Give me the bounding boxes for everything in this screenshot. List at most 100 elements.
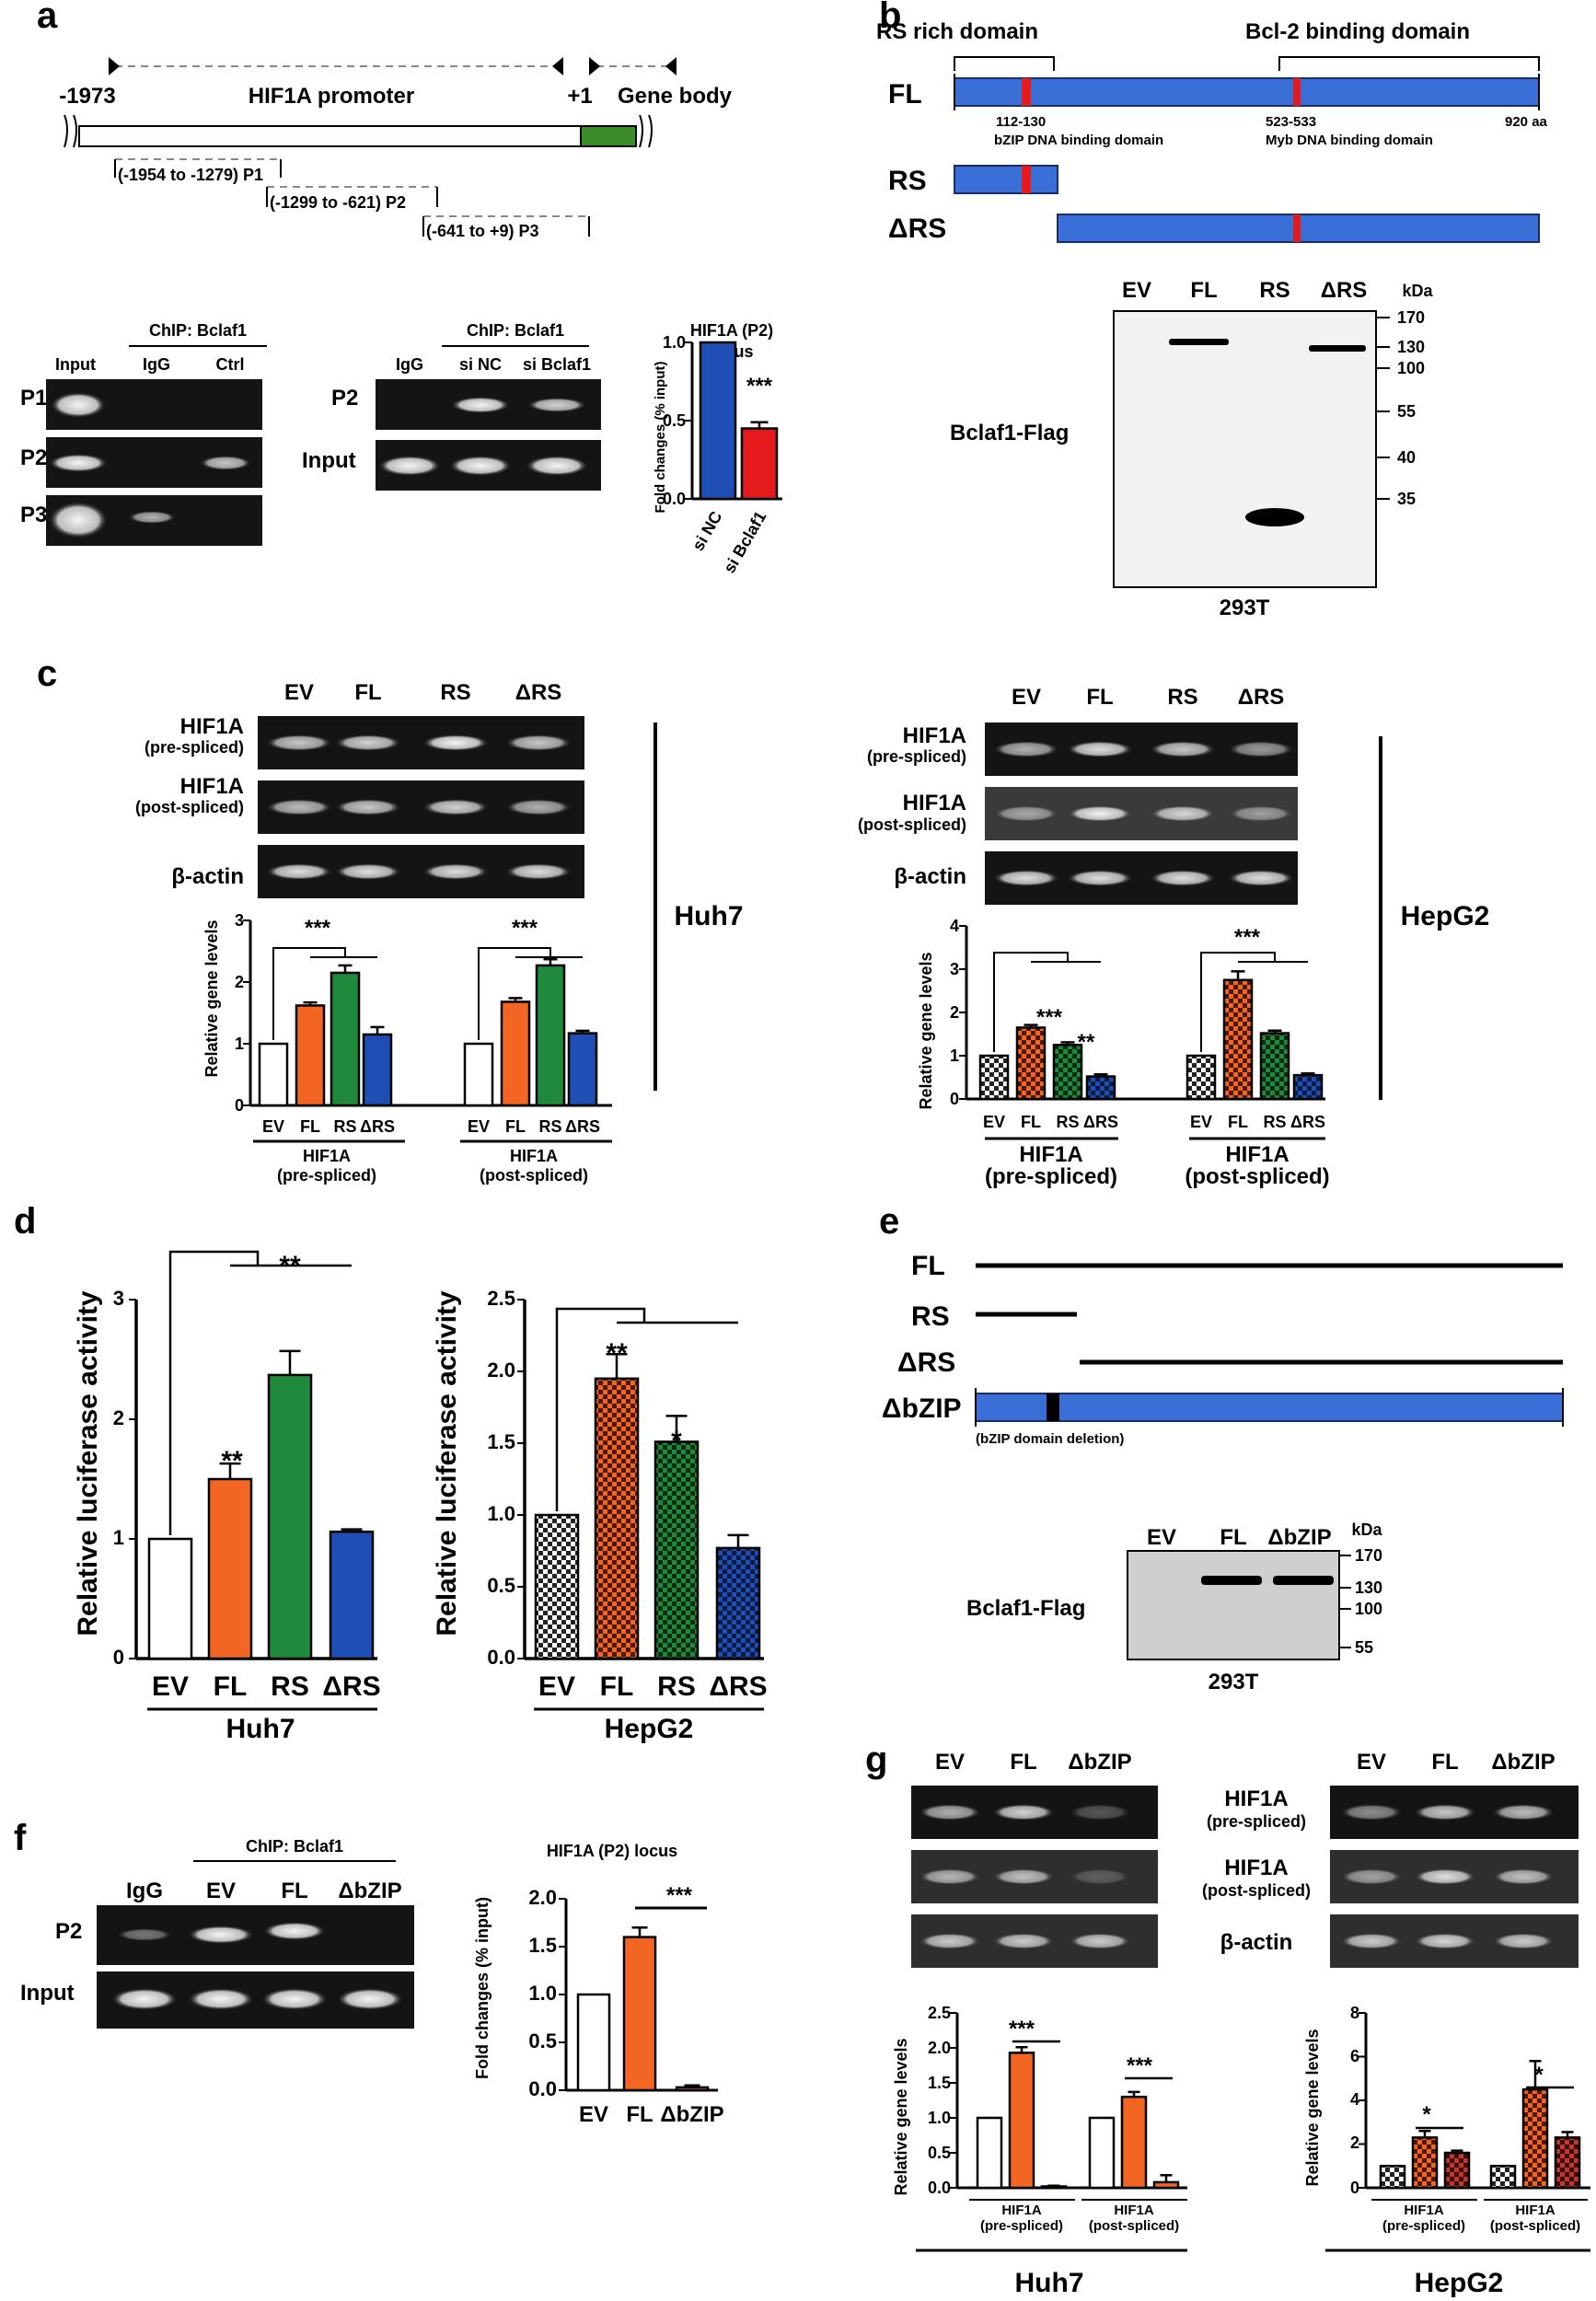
gel-band bbox=[188, 1925, 254, 1944]
gel-band bbox=[1150, 870, 1216, 886]
panel-letter: b bbox=[879, 0, 901, 36]
significance-label: *** bbox=[512, 916, 538, 941]
chip-gel-2: ChIP: Bclaf1 IgG si NC si Bclaf1 P2 Inpu… bbox=[302, 321, 601, 491]
tick-label: 0.0 bbox=[487, 1646, 515, 1669]
gel-band bbox=[422, 863, 489, 880]
lane-label: RS bbox=[440, 680, 470, 705]
chart-a: HIF1A (P2) locus Fold changes (% input) … bbox=[653, 321, 782, 576]
panel-letter: c bbox=[37, 653, 57, 694]
gel-band bbox=[422, 799, 489, 815]
bar bbox=[500, 1000, 531, 1107]
bar bbox=[535, 964, 566, 1107]
marker-label: 130 bbox=[1397, 338, 1425, 356]
p1-label: (-1954 to -1279) P1 bbox=[118, 166, 263, 184]
panel-e: e FL RS ΔRS ΔbZIP (bZIP domain deletion)… bbox=[879, 1201, 1564, 1694]
gel-band bbox=[993, 741, 1059, 757]
gel-row-name: HIF1A bbox=[1224, 1786, 1288, 1811]
tick-label: 1 bbox=[235, 1035, 244, 1053]
significance-label: *** bbox=[666, 1883, 693, 1908]
panel-g: g EV FL ΔbZIP HIF1A (pre-spliced) HIF1A … bbox=[865, 1740, 1590, 2298]
marker-label: 170 bbox=[1397, 308, 1425, 327]
bar bbox=[976, 2116, 1003, 2190]
category-labels: EV FL RS ΔRS EV FL RS ΔRS bbox=[262, 1117, 600, 1136]
bar bbox=[567, 1032, 598, 1107]
bar bbox=[362, 1033, 393, 1107]
category-label: EV bbox=[538, 1671, 575, 1702]
panel-b: b RS rich domain Bcl-2 binding domain FL… bbox=[876, 0, 1548, 620]
lane-label: FL bbox=[1431, 1750, 1458, 1775]
cell-line: Huh7 bbox=[226, 1714, 295, 1744]
chart-ylabel: Relative gene levels bbox=[917, 952, 935, 1109]
gel-row-p1: P1 bbox=[20, 386, 47, 410]
bar bbox=[1411, 2136, 1439, 2190]
bzip-name: bZIP DNA binding domain bbox=[994, 133, 1163, 148]
group-label: HIF1A bbox=[1225, 1142, 1289, 1167]
blot-band bbox=[1245, 508, 1304, 526]
bar bbox=[267, 1373, 313, 1660]
category-label: ΔRS bbox=[360, 1117, 395, 1136]
group-sub: (pre-spliced) bbox=[980, 2218, 1063, 2234]
category-label: RS bbox=[333, 1117, 356, 1136]
group-label: HIF1A bbox=[1001, 2203, 1042, 2218]
tick-label: 1.0 bbox=[487, 1502, 515, 1525]
gel-band bbox=[49, 502, 108, 538]
tick-label: 3 bbox=[235, 911, 244, 930]
arrow-right-icon bbox=[552, 57, 563, 75]
marker-label: 170 bbox=[1355, 1546, 1382, 1565]
bzip-domain bbox=[1022, 166, 1031, 193]
bar bbox=[147, 1537, 193, 1660]
kda-label: kDa bbox=[1402, 282, 1433, 300]
group-sub: (post-spliced) bbox=[480, 1166, 588, 1185]
category-labels: EV FL RS ΔRS EV FL RS ΔRS bbox=[983, 1113, 1325, 1131]
tick-label: 8 bbox=[1350, 2004, 1359, 2022]
cell-line: Huh7 bbox=[1015, 2268, 1084, 2298]
gel-row-name: HIF1A bbox=[903, 791, 966, 815]
blot-band bbox=[1309, 345, 1366, 352]
gel-band bbox=[378, 456, 441, 476]
cell-line: 293T bbox=[1209, 1670, 1259, 1694]
significance-bracket bbox=[1200, 952, 1308, 1052]
chip-title: ChIP: Bclaf1 bbox=[149, 321, 247, 340]
gel-band bbox=[335, 863, 401, 880]
gel-band bbox=[919, 1868, 981, 1885]
panel-letter: f bbox=[14, 1818, 27, 1858]
chart-ylabel: Relative gene levels bbox=[892, 2038, 910, 2195]
significance-label: *** bbox=[305, 916, 331, 941]
gel-row-name: HIF1A bbox=[180, 714, 244, 739]
bar bbox=[622, 1936, 657, 2092]
category-label: EV bbox=[579, 2102, 608, 2127]
gel-band bbox=[1150, 741, 1216, 757]
deletion-label: (bZIP domain deletion) bbox=[976, 1431, 1124, 1447]
marker-label: 35 bbox=[1397, 490, 1416, 508]
bar bbox=[594, 1377, 640, 1660]
western-blot bbox=[1113, 310, 1377, 588]
gel-band bbox=[266, 734, 332, 751]
gel-bands bbox=[1340, 1804, 1555, 1949]
panel-d: d Relative luciferase activity 3 2 1 0 *… bbox=[14, 1201, 768, 1744]
chart-ylabel: Relative gene levels bbox=[202, 919, 221, 1077]
bar bbox=[1259, 1032, 1290, 1101]
gel-row-p2: P2 bbox=[20, 445, 47, 470]
gel-band bbox=[261, 1988, 328, 2010]
lane-label: FL bbox=[1190, 278, 1217, 303]
bar bbox=[463, 1042, 494, 1107]
gel-band bbox=[993, 805, 1059, 822]
chart-c-hepg2 bbox=[959, 925, 1325, 1101]
category-label: si Bclaf1 bbox=[720, 508, 769, 576]
gel-lane-input: Input bbox=[55, 355, 96, 374]
gel-band bbox=[993, 870, 1059, 886]
gel-row-sub: (post-spliced) bbox=[1202, 1881, 1311, 1900]
chart-g-hepg2 bbox=[1359, 2012, 1590, 2190]
gel-band bbox=[1228, 741, 1294, 757]
gel-band bbox=[111, 1988, 178, 2010]
bar bbox=[715, 1546, 761, 1660]
gel-row-name: β-actin bbox=[1220, 1930, 1293, 1955]
blot-band bbox=[1273, 1576, 1334, 1585]
lane-label: FL bbox=[354, 680, 381, 705]
lane-label: RS bbox=[1167, 685, 1197, 710]
gel-band bbox=[1228, 805, 1294, 822]
significance-label: ** bbox=[221, 1446, 243, 1476]
bar bbox=[1292, 1073, 1324, 1101]
gel-band bbox=[1340, 1804, 1403, 1821]
significance-label: ** bbox=[1078, 1030, 1095, 1055]
